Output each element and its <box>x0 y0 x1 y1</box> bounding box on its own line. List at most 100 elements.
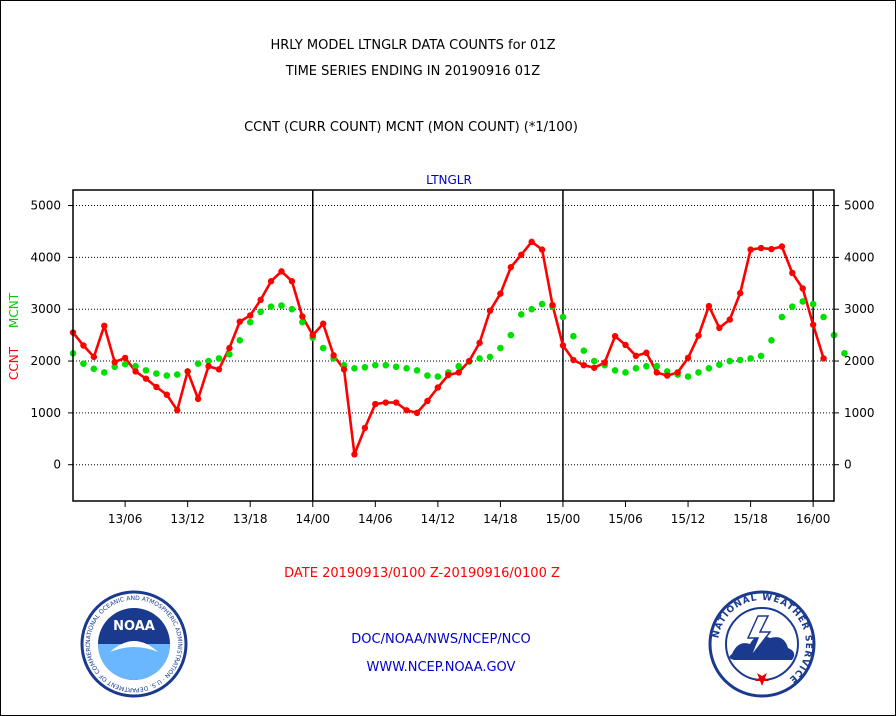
data-point-mcnt <box>361 363 369 371</box>
data-point-ccnt <box>340 366 348 373</box>
data-point-ccnt <box>319 320 327 327</box>
data-point-ccnt <box>674 369 681 376</box>
x-tick-label: 16/00 <box>796 512 831 526</box>
grid-lines <box>73 205 834 466</box>
data-point-mcnt <box>153 370 160 377</box>
data-point-mcnt <box>778 313 786 321</box>
y-tick-label-left: 5000 <box>30 199 61 213</box>
y-axis-label: CCNT MCNT <box>7 292 21 380</box>
x-tick-label: 15/18 <box>733 512 768 526</box>
x-axis: 13/06 13/12 13/18 14/00 14/06 14/12 14/18 15/00… <box>108 501 831 526</box>
data-point-ccnt <box>194 395 202 403</box>
data-point-ccnt <box>330 352 337 359</box>
data-point-ccnt <box>236 318 243 325</box>
data-point-ccnt <box>570 356 577 364</box>
data-point-ccnt <box>716 324 723 332</box>
data-point-mcnt <box>768 337 775 344</box>
data-point-ccnt <box>549 301 556 309</box>
x-tick-label: 15/00 <box>546 512 581 526</box>
header-line-1: HRLY MODEL LTNGLR DATA COUNTS for 01Z <box>270 38 556 53</box>
data-point-ccnt <box>309 331 316 339</box>
data-point-mcnt <box>726 357 734 365</box>
series-lines <box>71 240 825 456</box>
data-point-ccnt <box>455 369 462 376</box>
y-tick-label-right: 1000 <box>844 406 875 420</box>
data-point-ccnt <box>611 332 619 340</box>
data-point-mcnt <box>684 373 692 380</box>
data-point-ccnt <box>184 368 191 375</box>
data-point-ccnt <box>705 302 713 310</box>
data-point-mcnt <box>736 356 744 364</box>
data-point-ccnt <box>392 399 400 406</box>
data-point-ccnt <box>465 357 473 365</box>
data-point-ccnt <box>632 352 640 360</box>
y-tick-label-left: 2000 <box>30 354 61 368</box>
data-point-ccnt <box>434 384 442 391</box>
data-point-ccnt <box>528 238 535 246</box>
data-point-ccnt <box>486 307 494 314</box>
data-point-mcnt <box>517 311 525 318</box>
data-point-mcnt <box>236 337 244 344</box>
data-point-ccnt <box>153 383 160 391</box>
data-point-mcnt <box>132 362 139 370</box>
data-point-ccnt <box>757 244 765 252</box>
data-point-mcnt <box>799 298 807 305</box>
data-point-ccnt <box>299 313 306 320</box>
x-tick-label: 14/18 <box>483 512 518 526</box>
data-point-mcnt <box>90 365 98 373</box>
data-point-mcnt <box>267 303 275 310</box>
data-point-ccnt <box>518 251 525 258</box>
data-point-mcnt <box>705 365 713 372</box>
data-point-ccnt <box>726 316 733 323</box>
data-point-ccnt <box>476 339 483 347</box>
data-point-ccnt <box>778 243 786 250</box>
data-point-mcnt <box>434 373 442 380</box>
data-point-ccnt <box>361 424 369 432</box>
data-point-mcnt <box>695 369 702 376</box>
x-tick-label: 14/00 <box>295 512 330 526</box>
data-point-ccnt <box>809 321 817 328</box>
data-point-mcnt <box>611 367 619 374</box>
data-point-mcnt <box>809 300 817 308</box>
data-point-ccnt <box>601 359 608 366</box>
data-point-ccnt <box>799 285 806 292</box>
data-point-mcnt <box>632 365 640 372</box>
data-point-ccnt <box>768 245 775 253</box>
data-point-mcnt <box>580 347 588 354</box>
data-point-ccnt <box>80 342 87 349</box>
data-point-mcnt <box>403 365 410 372</box>
data-point-mcnt <box>288 305 296 313</box>
data-point-mcnt <box>497 344 504 352</box>
y-tick-label-left: 4000 <box>30 250 61 264</box>
url-label: WWW.NCEP.NOAA.GOV <box>366 660 516 675</box>
x-tick-label: 14/12 <box>421 512 456 526</box>
data-point-mcnt <box>299 318 306 326</box>
data-point-ccnt <box>351 451 358 458</box>
data-point-mcnt <box>226 351 233 358</box>
data-point-ccnt <box>559 342 567 349</box>
data-point-mcnt <box>351 365 358 372</box>
data-point-mcnt <box>820 313 827 321</box>
data-point-mcnt <box>163 372 171 379</box>
data-point-mcnt <box>80 360 87 367</box>
x-tick-label: 15/12 <box>671 512 706 526</box>
x-tick-label: 13/18 <box>233 512 268 526</box>
data-point-ccnt <box>215 366 223 373</box>
data-point-mcnt <box>841 349 848 357</box>
x-tick-label: 13/12 <box>170 512 205 526</box>
data-point-mcnt <box>382 361 390 369</box>
noaa-center-text: NOAA <box>113 619 155 634</box>
data-point-ccnt <box>445 371 452 379</box>
data-point-ccnt <box>622 341 629 349</box>
data-point-mcnt <box>205 357 212 365</box>
data-point-mcnt <box>622 369 629 376</box>
data-point-ccnt <box>226 344 233 352</box>
data-point-mcnt <box>173 371 181 378</box>
data-point-mcnt <box>643 362 650 370</box>
data-point-mcnt <box>507 331 515 339</box>
data-point-mcnt <box>716 361 723 368</box>
data-point-ccnt <box>789 269 796 277</box>
data-point-mcnt <box>538 300 546 308</box>
x-tick-label: 14/06 <box>358 512 393 526</box>
data-point-ccnt <box>538 246 546 253</box>
